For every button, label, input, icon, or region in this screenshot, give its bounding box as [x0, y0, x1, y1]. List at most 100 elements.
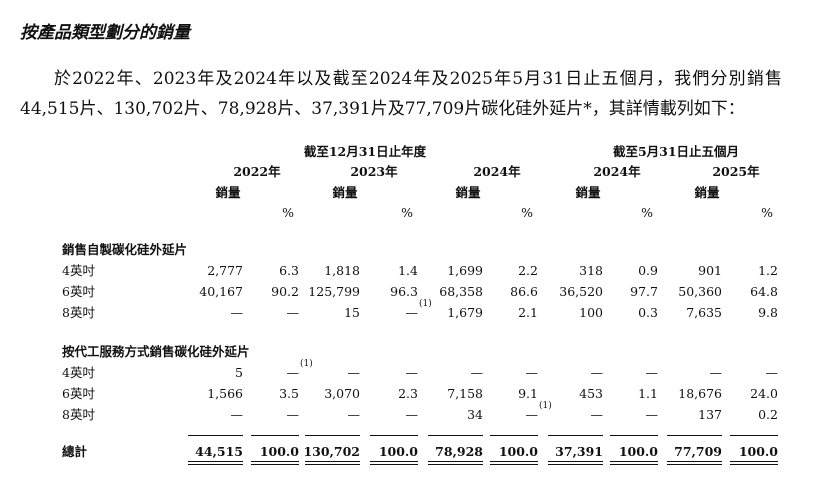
year-header: 2022年	[233, 164, 281, 179]
rule	[730, 435, 778, 436]
row-label: 8英吋	[62, 305, 95, 320]
cell: —	[286, 305, 300, 320]
rule	[251, 461, 299, 462]
cell: —	[286, 407, 300, 422]
rule	[370, 464, 418, 465]
cell: —	[590, 365, 604, 380]
cell: 100	[579, 305, 603, 320]
cell: 34	[467, 407, 483, 422]
cell: 96.3	[390, 284, 418, 299]
row-label: 6英吋	[62, 284, 95, 299]
cell: 7,635	[686, 305, 722, 320]
cell: 3,070	[324, 386, 360, 401]
cell: 78,928	[435, 444, 483, 459]
rule	[428, 464, 483, 465]
cell: 100.0	[618, 444, 658, 459]
footnote: (1)	[419, 299, 432, 309]
footnote: (1)	[300, 359, 313, 369]
cell: 1.2	[758, 263, 778, 278]
cell: —	[230, 407, 244, 422]
cell: 64.8	[750, 284, 778, 299]
cell: 37,391	[555, 444, 603, 459]
cell: 100.0	[498, 444, 538, 459]
cell: 1,679	[447, 305, 483, 320]
cell: 1,699	[447, 263, 483, 278]
cell: 1.4	[398, 263, 418, 278]
rule	[428, 435, 483, 436]
cell: 318	[579, 263, 603, 278]
cell: 6.3	[279, 263, 299, 278]
cell: 77,709	[674, 444, 722, 459]
cell: 36,520	[559, 284, 603, 299]
cell: 68,358	[439, 284, 483, 299]
rule	[548, 461, 603, 462]
cell: 100.0	[378, 444, 418, 459]
rule	[548, 464, 603, 465]
cell: 18,676	[678, 386, 722, 401]
section-label: 按代工服務方式銷售碳化硅外延片	[62, 344, 250, 359]
rule	[251, 435, 299, 436]
cell: 0.3	[638, 305, 658, 320]
rule	[667, 461, 722, 462]
percent-header: %	[641, 205, 653, 220]
cell: —	[405, 407, 419, 422]
cell: 90.2	[271, 284, 299, 299]
footnote: (1)	[539, 401, 552, 411]
rule	[428, 461, 483, 462]
rule	[610, 464, 658, 465]
row-label: 4英吋	[62, 263, 95, 278]
row-label: 6英吋	[62, 386, 95, 401]
cell: 2.3	[398, 386, 418, 401]
rule	[188, 435, 243, 436]
rule	[251, 464, 299, 465]
cell: 97.7	[630, 284, 658, 299]
cell: 2,777	[207, 263, 243, 278]
cell: —	[590, 407, 604, 422]
cell: 1,566	[207, 386, 243, 401]
cell: —	[347, 407, 361, 422]
cell: 453	[579, 386, 603, 401]
cell: 86.6	[510, 284, 538, 299]
rule	[490, 435, 538, 436]
rule	[610, 461, 658, 462]
rule	[490, 464, 538, 465]
percent-header: %	[521, 205, 533, 220]
cell: 130,702	[303, 444, 360, 459]
cell: 2.2	[518, 263, 538, 278]
title: 按產品類型劃分的銷量	[20, 23, 190, 43]
cell: 0.9	[638, 263, 658, 278]
rule	[667, 435, 722, 436]
cell: —	[525, 365, 539, 380]
cell: 3.5	[279, 386, 299, 401]
row-label: 8英吋	[62, 407, 95, 422]
rule	[305, 461, 360, 462]
year-header: 2023年	[350, 164, 398, 179]
cell: 0.2	[758, 407, 778, 422]
cell: —	[230, 305, 244, 320]
rule	[305, 464, 360, 465]
cell: 50,360	[678, 284, 722, 299]
cell: —	[405, 365, 419, 380]
cell: 100.0	[259, 444, 299, 459]
year-header: 2024年	[593, 164, 641, 179]
percent-header: %	[282, 205, 294, 220]
cell: —	[525, 407, 539, 422]
rule	[548, 435, 603, 436]
group-header: 截至12月31日止年度	[303, 144, 427, 159]
cell: 2.1	[518, 305, 538, 320]
rule	[370, 461, 418, 462]
cell: 9.8	[758, 305, 778, 320]
cell: 901	[698, 263, 722, 278]
volume-header: 銷量	[575, 185, 601, 200]
year-header: 2025年	[712, 164, 760, 179]
cell: 125,799	[308, 284, 360, 299]
cell: 100.0	[738, 444, 778, 459]
group-header: 截至5月31日止五個月	[612, 144, 740, 159]
rule	[667, 464, 722, 465]
cell: 40,167	[199, 284, 243, 299]
cell: 15	[344, 305, 360, 320]
cell: 44,515	[195, 444, 243, 459]
cell: 1,818	[324, 263, 360, 278]
row-label: 4英吋	[62, 365, 95, 380]
